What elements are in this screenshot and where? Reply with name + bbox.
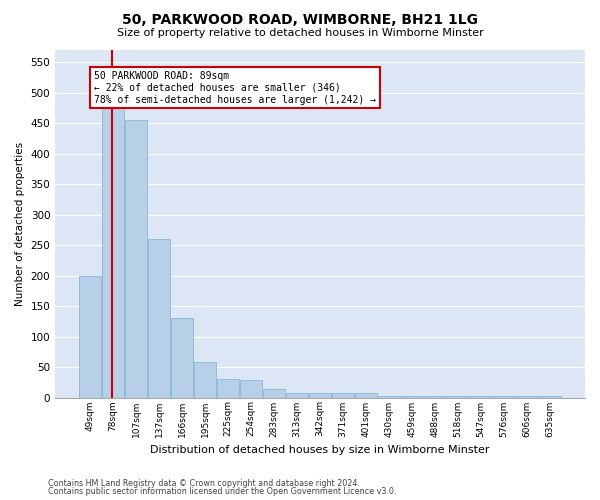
Text: 50, PARKWOOD ROAD, WIMBORNE, BH21 1LG: 50, PARKWOOD ROAD, WIMBORNE, BH21 1LG bbox=[122, 12, 478, 26]
Y-axis label: Number of detached properties: Number of detached properties bbox=[15, 142, 25, 306]
Text: Contains public sector information licensed under the Open Government Licence v3: Contains public sector information licen… bbox=[48, 487, 397, 496]
Bar bbox=[378, 396, 400, 398]
Bar bbox=[447, 396, 469, 398]
Bar bbox=[79, 276, 101, 398]
Bar bbox=[539, 396, 561, 398]
Bar bbox=[194, 362, 216, 398]
Bar bbox=[470, 396, 492, 398]
Bar bbox=[401, 396, 423, 398]
Bar bbox=[355, 392, 377, 398]
Bar bbox=[286, 392, 308, 398]
Bar bbox=[148, 239, 170, 398]
Text: 50 PARKWOOD ROAD: 89sqm
← 22% of detached houses are smaller (346)
78% of semi-d: 50 PARKWOOD ROAD: 89sqm ← 22% of detache… bbox=[94, 72, 376, 104]
Bar bbox=[424, 396, 446, 398]
Bar bbox=[309, 392, 331, 398]
Bar bbox=[516, 396, 538, 398]
Bar bbox=[493, 396, 515, 398]
X-axis label: Distribution of detached houses by size in Wimborne Minster: Distribution of detached houses by size … bbox=[151, 445, 490, 455]
Bar bbox=[263, 389, 285, 398]
Bar bbox=[125, 120, 147, 398]
Bar bbox=[102, 86, 124, 398]
Text: Size of property relative to detached houses in Wimborne Minster: Size of property relative to detached ho… bbox=[116, 28, 484, 38]
Bar bbox=[240, 380, 262, 398]
Bar bbox=[171, 318, 193, 398]
Bar bbox=[217, 379, 239, 398]
Text: Contains HM Land Registry data © Crown copyright and database right 2024.: Contains HM Land Registry data © Crown c… bbox=[48, 478, 360, 488]
Bar bbox=[332, 392, 354, 398]
